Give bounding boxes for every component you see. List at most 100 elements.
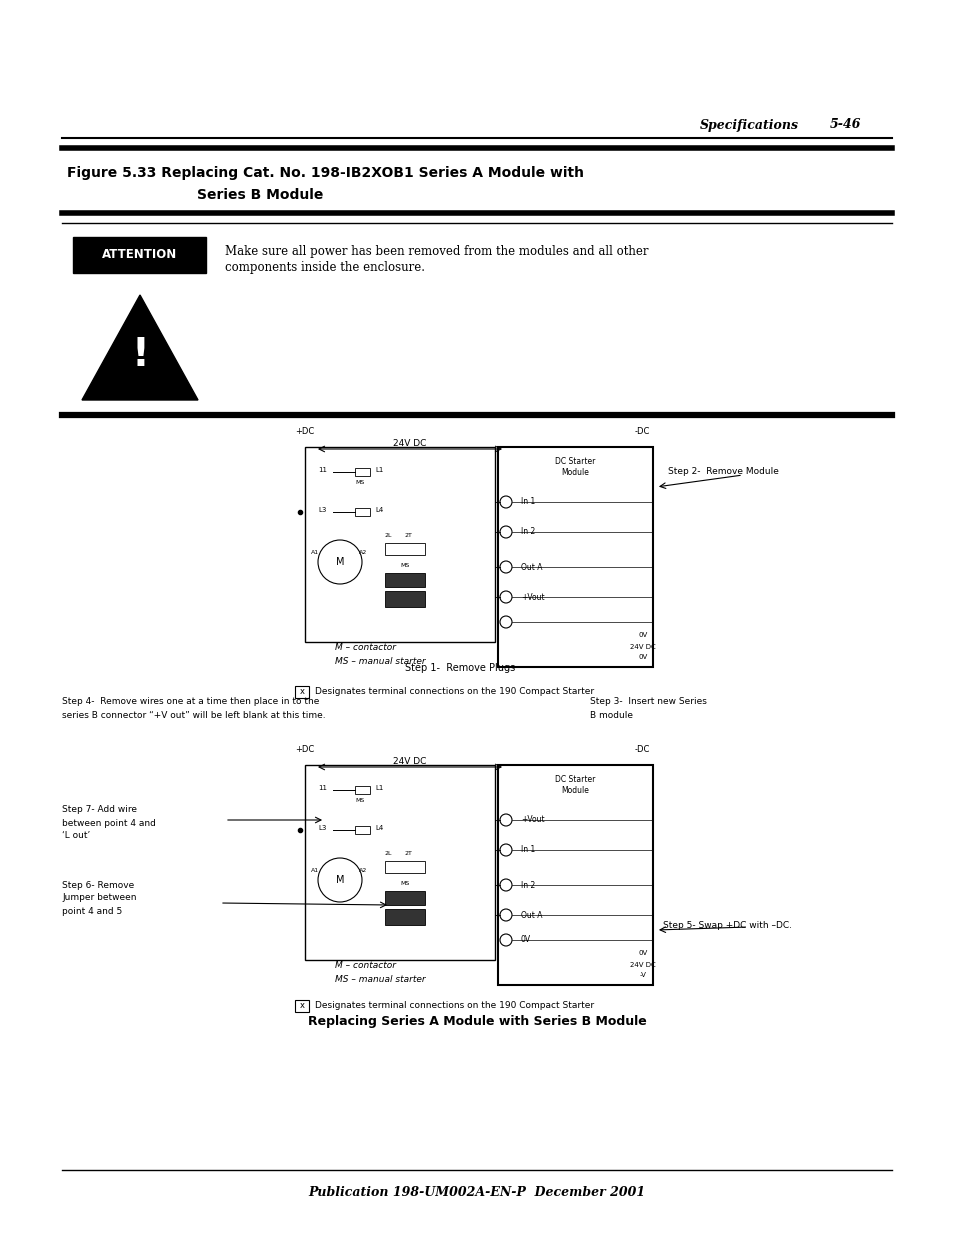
Text: x: x — [299, 688, 304, 697]
Text: L3: L3 — [318, 508, 327, 513]
Text: DC Starter
Module: DC Starter Module — [555, 457, 595, 477]
Text: 24V DC: 24V DC — [630, 643, 655, 650]
Text: 24V DC: 24V DC — [393, 440, 426, 448]
Text: +DC: +DC — [294, 745, 314, 753]
Text: M: M — [335, 557, 344, 567]
Polygon shape — [82, 295, 198, 400]
Text: 5-46: 5-46 — [829, 119, 861, 131]
Text: Specifications: Specifications — [700, 119, 799, 131]
Circle shape — [499, 934, 512, 946]
Text: L3: L3 — [318, 825, 327, 831]
Bar — [385, 890, 424, 905]
Text: -DC: -DC — [635, 745, 650, 753]
Text: Out A: Out A — [520, 910, 542, 920]
Bar — [294, 1000, 309, 1011]
Circle shape — [499, 526, 512, 538]
Text: 11: 11 — [318, 785, 327, 790]
Bar — [385, 573, 424, 587]
Text: 11: 11 — [318, 467, 327, 473]
Text: L1: L1 — [375, 467, 383, 473]
Text: ATTENTION: ATTENTION — [102, 248, 177, 262]
Bar — [497, 447, 652, 667]
Text: MS – manual starter: MS – manual starter — [335, 974, 425, 983]
Bar — [385, 861, 424, 873]
Text: A1: A1 — [311, 550, 318, 555]
Text: MS: MS — [355, 798, 364, 803]
Text: Step 6- Remove: Step 6- Remove — [62, 881, 134, 889]
Text: L4: L4 — [375, 825, 383, 831]
Bar — [294, 685, 309, 698]
Text: Step 7- Add wire: Step 7- Add wire — [62, 805, 137, 815]
Text: ‘L out’: ‘L out’ — [62, 831, 91, 841]
Text: A2: A2 — [358, 550, 367, 555]
Circle shape — [499, 814, 512, 826]
Text: Step 5- Swap +DC with –DC.: Step 5- Swap +DC with –DC. — [662, 920, 791, 930]
Text: -DC: -DC — [635, 426, 650, 436]
Text: 0V: 0V — [638, 632, 647, 638]
Text: Out A: Out A — [520, 562, 542, 572]
Text: 24V DC: 24V DC — [393, 757, 426, 767]
Text: point 4 and 5: point 4 and 5 — [62, 906, 122, 915]
Circle shape — [499, 879, 512, 890]
Circle shape — [499, 844, 512, 856]
Text: MS: MS — [400, 881, 409, 885]
Text: Publication 198-UM002A-EN-P  December 2001: Publication 198-UM002A-EN-P December 200… — [308, 1186, 645, 1198]
Bar — [355, 826, 370, 834]
Circle shape — [317, 858, 361, 902]
Text: !: ! — [131, 336, 149, 374]
Text: A2: A2 — [358, 868, 367, 873]
Bar — [305, 764, 495, 960]
Text: In 1: In 1 — [520, 846, 535, 855]
Text: 2L: 2L — [385, 851, 392, 856]
Text: 2T: 2T — [405, 534, 413, 538]
Bar — [385, 909, 424, 925]
Text: series B connector “+V out” will be left blank at this time.: series B connector “+V out” will be left… — [62, 710, 325, 720]
Text: Series B Module: Series B Module — [196, 188, 323, 203]
Text: In 2: In 2 — [520, 881, 535, 889]
Text: between point 4 and: between point 4 and — [62, 819, 155, 827]
Text: 0V: 0V — [520, 935, 531, 945]
Text: B module: B module — [589, 710, 633, 720]
Text: L1: L1 — [375, 785, 383, 790]
Text: Step 2-  Remove Module: Step 2- Remove Module — [667, 468, 778, 477]
Text: 0V: 0V — [638, 950, 647, 956]
Text: 24V DC: 24V DC — [630, 962, 655, 968]
Text: components inside the enclosure.: components inside the enclosure. — [225, 262, 424, 274]
Text: Figure 5.33 Replacing Cat. No. 198-IB2XOB1 Series A Module with: Figure 5.33 Replacing Cat. No. 198-IB2XO… — [67, 165, 583, 180]
Text: Designates terminal connections on the 190 Compact Starter: Designates terminal connections on the 1… — [314, 1002, 594, 1010]
Bar — [305, 447, 495, 642]
Text: MS – manual starter: MS – manual starter — [335, 657, 425, 666]
Text: A1: A1 — [311, 868, 318, 873]
Text: +DC: +DC — [294, 426, 314, 436]
Text: +Vout: +Vout — [520, 593, 544, 601]
Text: M – contactor: M – contactor — [335, 961, 395, 969]
Bar — [355, 468, 370, 475]
Text: 2T: 2T — [405, 851, 413, 856]
Text: DC Starter
Module: DC Starter Module — [555, 776, 595, 794]
Circle shape — [499, 561, 512, 573]
Text: MS: MS — [355, 480, 364, 485]
Text: Step 1-  Remove Plugs: Step 1- Remove Plugs — [405, 663, 515, 673]
Bar — [385, 592, 424, 606]
Bar — [355, 785, 370, 794]
Text: +Vout: +Vout — [520, 815, 544, 825]
Bar — [497, 764, 652, 986]
Bar — [355, 508, 370, 516]
Text: L4: L4 — [375, 508, 383, 513]
Text: M – contactor: M – contactor — [335, 642, 395, 652]
Text: M: M — [335, 876, 344, 885]
Circle shape — [499, 616, 512, 629]
Text: 2L: 2L — [385, 534, 392, 538]
Text: x: x — [299, 1002, 304, 1010]
Text: 0V: 0V — [638, 655, 647, 659]
Text: Designates terminal connections on the 190 Compact Starter: Designates terminal connections on the 1… — [314, 688, 594, 697]
Circle shape — [317, 540, 361, 584]
Text: Step 4-  Remove wires one at a time then place in to the: Step 4- Remove wires one at a time then … — [62, 698, 319, 706]
Circle shape — [499, 496, 512, 508]
Bar — [73, 237, 206, 273]
Text: Step 3-  Insert new Series: Step 3- Insert new Series — [589, 698, 706, 706]
Text: Replacing Series A Module with Series B Module: Replacing Series A Module with Series B … — [307, 1015, 646, 1029]
Text: In 1: In 1 — [520, 498, 535, 506]
Text: Jumper between: Jumper between — [62, 893, 136, 903]
Bar — [385, 543, 424, 555]
